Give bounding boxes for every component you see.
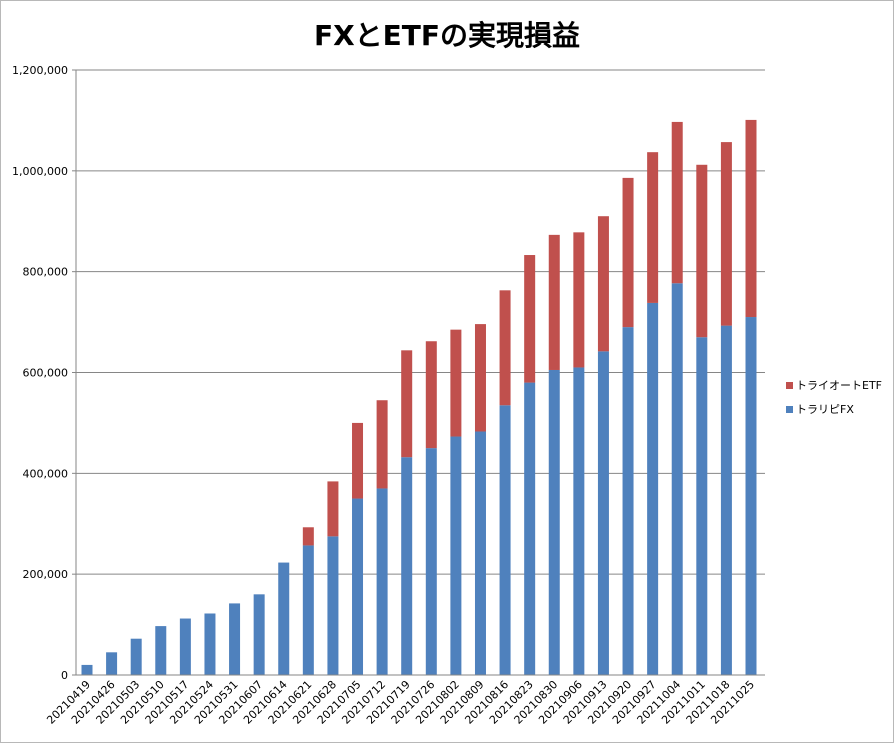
- bar-fx: [81, 664, 93, 675]
- bar-fx: [597, 351, 609, 675]
- bar-fx: [278, 562, 290, 675]
- y-tick-label: 200,000: [23, 568, 69, 581]
- bar-etf: [696, 164, 708, 338]
- bar-fx: [179, 618, 191, 675]
- legend-item-fx: トラリピFX: [786, 402, 882, 416]
- bar-etf: [745, 119, 757, 318]
- bar-fx: [376, 488, 388, 675]
- bar-fx: [401, 457, 413, 675]
- bar-fx: [499, 405, 511, 675]
- bar-etf: [327, 481, 339, 537]
- bar-fx: [302, 545, 314, 675]
- y-tick-label: 1,000,000: [12, 165, 68, 178]
- bar-etf: [450, 329, 462, 437]
- bar-etf: [720, 142, 732, 326]
- legend: トライオートETF トラリピFX: [786, 378, 882, 426]
- bar-fx: [524, 382, 536, 675]
- bar-etf: [622, 177, 634, 328]
- bar-fx: [548, 369, 560, 675]
- bar-etf: [573, 232, 585, 368]
- bar-fx: [745, 317, 757, 675]
- bar-fx: [647, 302, 659, 675]
- bar-fx: [671, 283, 683, 675]
- y-tick-label: 1,200,000: [12, 64, 68, 77]
- bar-etf: [548, 234, 560, 370]
- bar-fx: [155, 626, 167, 675]
- bar-fx: [573, 367, 585, 675]
- bar-fx: [253, 594, 265, 675]
- y-tick-label: 800,000: [23, 266, 69, 279]
- bar-fx: [327, 536, 339, 675]
- bar-fx: [720, 325, 732, 675]
- y-tick-label: 600,000: [23, 367, 69, 380]
- bar-etf: [425, 341, 437, 449]
- legend-label-etf: トライオートETF: [796, 379, 882, 392]
- bar-fx: [229, 603, 241, 675]
- bar-fx: [130, 638, 142, 675]
- bar-fx: [450, 436, 462, 675]
- bar-etf: [499, 290, 511, 406]
- grid-lines: [76, 69, 765, 575]
- bar-fx: [622, 327, 634, 676]
- bar-fx: [204, 613, 216, 675]
- y-tick-label: 400,000: [23, 467, 69, 480]
- legend-swatch-fx: [786, 405, 793, 413]
- legend-item-etf: トライオートETF: [786, 378, 882, 392]
- bar-etf: [352, 422, 364, 499]
- y-tick-label: 0: [61, 669, 68, 682]
- chart-title: FXとETFの実現損益: [313, 19, 581, 52]
- bar-fx: [474, 431, 486, 675]
- legend-swatch-etf: [786, 381, 793, 389]
- x-axis: 2021041920210426202105032021051020210517…: [44, 674, 765, 727]
- bar-etf: [302, 527, 314, 546]
- bar-fx: [425, 448, 437, 676]
- bar-etf: [524, 255, 536, 383]
- bar-etf: [376, 400, 388, 489]
- bar-etf: [647, 152, 659, 303]
- bar-etf: [401, 350, 413, 458]
- bar-etf: [597, 216, 609, 352]
- y-axis: 0 200,000 400,000 600,000 800,000 1,000,000 1,…: [12, 64, 77, 682]
- legend-label-fx: トラリピFX: [796, 403, 854, 416]
- bar-fx: [106, 652, 118, 675]
- bar-fx: [696, 337, 708, 675]
- bar-etf: [474, 324, 486, 432]
- bar-etf: [671, 121, 683, 284]
- bars: [81, 119, 757, 676]
- bar-fx: [352, 498, 364, 675]
